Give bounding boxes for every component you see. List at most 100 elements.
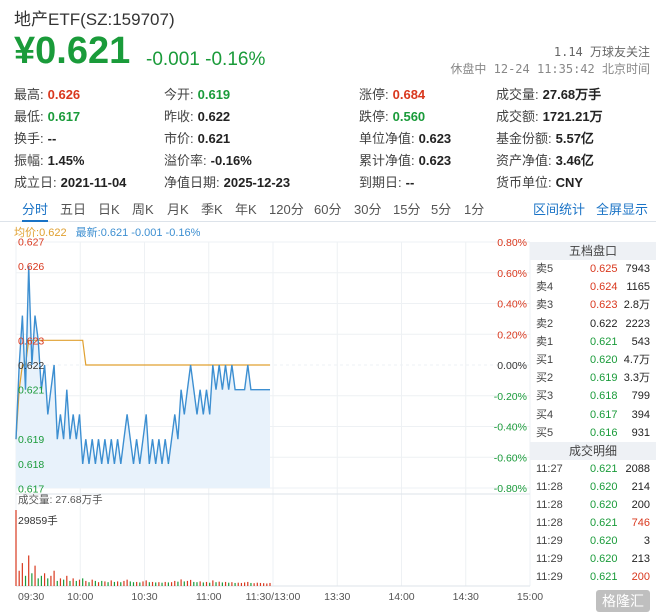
order-level: 买5: [536, 426, 554, 439]
volume-bar: [269, 582, 271, 586]
tab-8[interactable]: 60分: [314, 202, 342, 217]
stat-label: 振幅:: [14, 153, 44, 168]
stat-item: 最低: 0.617: [14, 106, 80, 125]
trade-row: 11:29 0.621 200: [530, 568, 656, 586]
volume-bar: [117, 581, 119, 586]
tab-9[interactable]: 30分: [354, 202, 382, 217]
stat-item: 到期日: --: [359, 172, 414, 191]
tab-12[interactable]: 1分: [464, 202, 485, 217]
volume-bar: [82, 578, 84, 586]
volume-bar: [53, 570, 55, 586]
volume-bar: [263, 583, 265, 586]
stat-value: 0.617: [47, 109, 81, 124]
tab-4[interactable]: 月K: [167, 202, 189, 217]
stat-item: 净值日期: 2025-12-23: [164, 172, 290, 191]
volume-bar: [34, 565, 36, 586]
stat-value: --: [405, 175, 415, 190]
volume-bar: [256, 582, 258, 586]
trade-price: 0.621: [590, 517, 618, 529]
order-volume: 7943: [625, 263, 650, 275]
order-level: 买1: [536, 354, 554, 366]
pct-tick: -0.60%: [494, 452, 527, 464]
trade-volume: 200: [631, 571, 650, 583]
volume-bar: [158, 582, 160, 586]
volume-bar: [209, 582, 211, 586]
stat-label: 单位净值:: [359, 131, 415, 146]
tab-2[interactable]: 日K: [98, 202, 120, 217]
order-price: 0.622: [590, 317, 618, 330]
order-price: 0.621: [590, 335, 618, 348]
time-tick: 14:30: [453, 591, 479, 603]
tab-10[interactable]: 15分: [393, 202, 421, 217]
current-price: ¥0.621: [14, 30, 131, 72]
stat-item: 昨收: 0.622: [164, 106, 230, 125]
volume-bar: [24, 575, 27, 586]
tab-3[interactable]: 周K: [132, 202, 154, 217]
stat-label: 跌停:: [359, 109, 389, 124]
stat-value: 0.560: [392, 109, 426, 124]
volume-bar: [142, 581, 144, 586]
order-book-row: 卖3 0.623 2.8万: [530, 296, 656, 314]
pct-tick: 0.60%: [497, 268, 527, 280]
volume-bar: [43, 573, 46, 586]
volume-bar: [215, 582, 217, 586]
stat-value: 1.45%: [47, 153, 85, 168]
market-status: 休盘中 12-24 11:35:42 北京时间: [450, 62, 650, 76]
volume-bar: [151, 581, 154, 586]
volume-bar: [180, 579, 182, 586]
volume-bar: [250, 582, 252, 586]
tab-7[interactable]: 120分: [269, 202, 304, 217]
tab-5[interactable]: 季K: [201, 202, 223, 217]
volume-bar: [155, 582, 157, 586]
volume-title: 成交量: 27.68万手: [18, 493, 103, 506]
fullscreen-link[interactable]: 全屏显示: [596, 202, 649, 217]
price-line[interactable]: [15, 266, 270, 464]
trade-time: 11:29: [536, 553, 563, 565]
order-price: 0.618: [590, 390, 618, 403]
stat-item: 跌停: 0.560: [359, 106, 425, 125]
trade-volume: 200: [631, 499, 650, 511]
order-book-row: 买1 0.620 4.7万: [530, 351, 656, 369]
trade-price: 0.620: [590, 499, 618, 511]
range-stats-link[interactable]: 区间统计: [533, 202, 586, 217]
price-tick: 0.619: [18, 434, 44, 446]
stat-label: 换手:: [14, 131, 44, 146]
stat-value: 2025-12-23: [223, 175, 291, 190]
follower-count[interactable]: 1.14 万球友关注: [553, 45, 650, 59]
trade-time: 11:28: [536, 481, 563, 493]
volume-bar: [107, 582, 109, 586]
watermark-logo: 格隆汇: [596, 590, 650, 612]
stat-value: 0.684: [392, 87, 426, 102]
volume-bar: [78, 579, 81, 586]
volume-bar: [148, 582, 150, 586]
volume-bar: [247, 581, 249, 586]
tab-11[interactable]: 5分: [431, 202, 452, 217]
order-book-title: 五档盘口: [530, 242, 656, 260]
latest-value: 0.621 -0.001 -0.16%: [100, 227, 201, 239]
stat-label: 资产净值:: [496, 153, 552, 168]
price-change: -0.001 -0.16%: [146, 49, 266, 70]
order-price: 0.617: [590, 408, 618, 421]
tab-0[interactable]: 分时: [22, 199, 49, 222]
volume-bar: [164, 581, 166, 586]
fund-title: 地产ETF(SZ:159707): [14, 10, 175, 29]
volume-bar: [97, 582, 100, 586]
volume-bar: [129, 581, 131, 586]
trade-price: 0.621: [590, 571, 618, 583]
order-volume: 931: [631, 426, 650, 439]
stat-label: 最低:: [14, 109, 44, 124]
volume-bar: [63, 579, 65, 586]
trade-row: 11:28 0.620 200: [530, 496, 656, 514]
order-price: 0.624: [590, 281, 618, 294]
order-level: 卖2: [536, 317, 554, 330]
order-price: 0.625: [590, 263, 618, 275]
price-tick: 0.618: [18, 459, 44, 471]
volume-bar: [212, 580, 214, 586]
stat-item: 货币单位: CNY: [496, 172, 583, 191]
tab-6[interactable]: 年K: [235, 202, 257, 217]
tab-1[interactable]: 五日: [60, 202, 87, 217]
stat-item: 换手: --: [14, 128, 56, 147]
pct-tick: -0.20%: [494, 391, 527, 403]
order-level: 买2: [536, 372, 554, 385]
